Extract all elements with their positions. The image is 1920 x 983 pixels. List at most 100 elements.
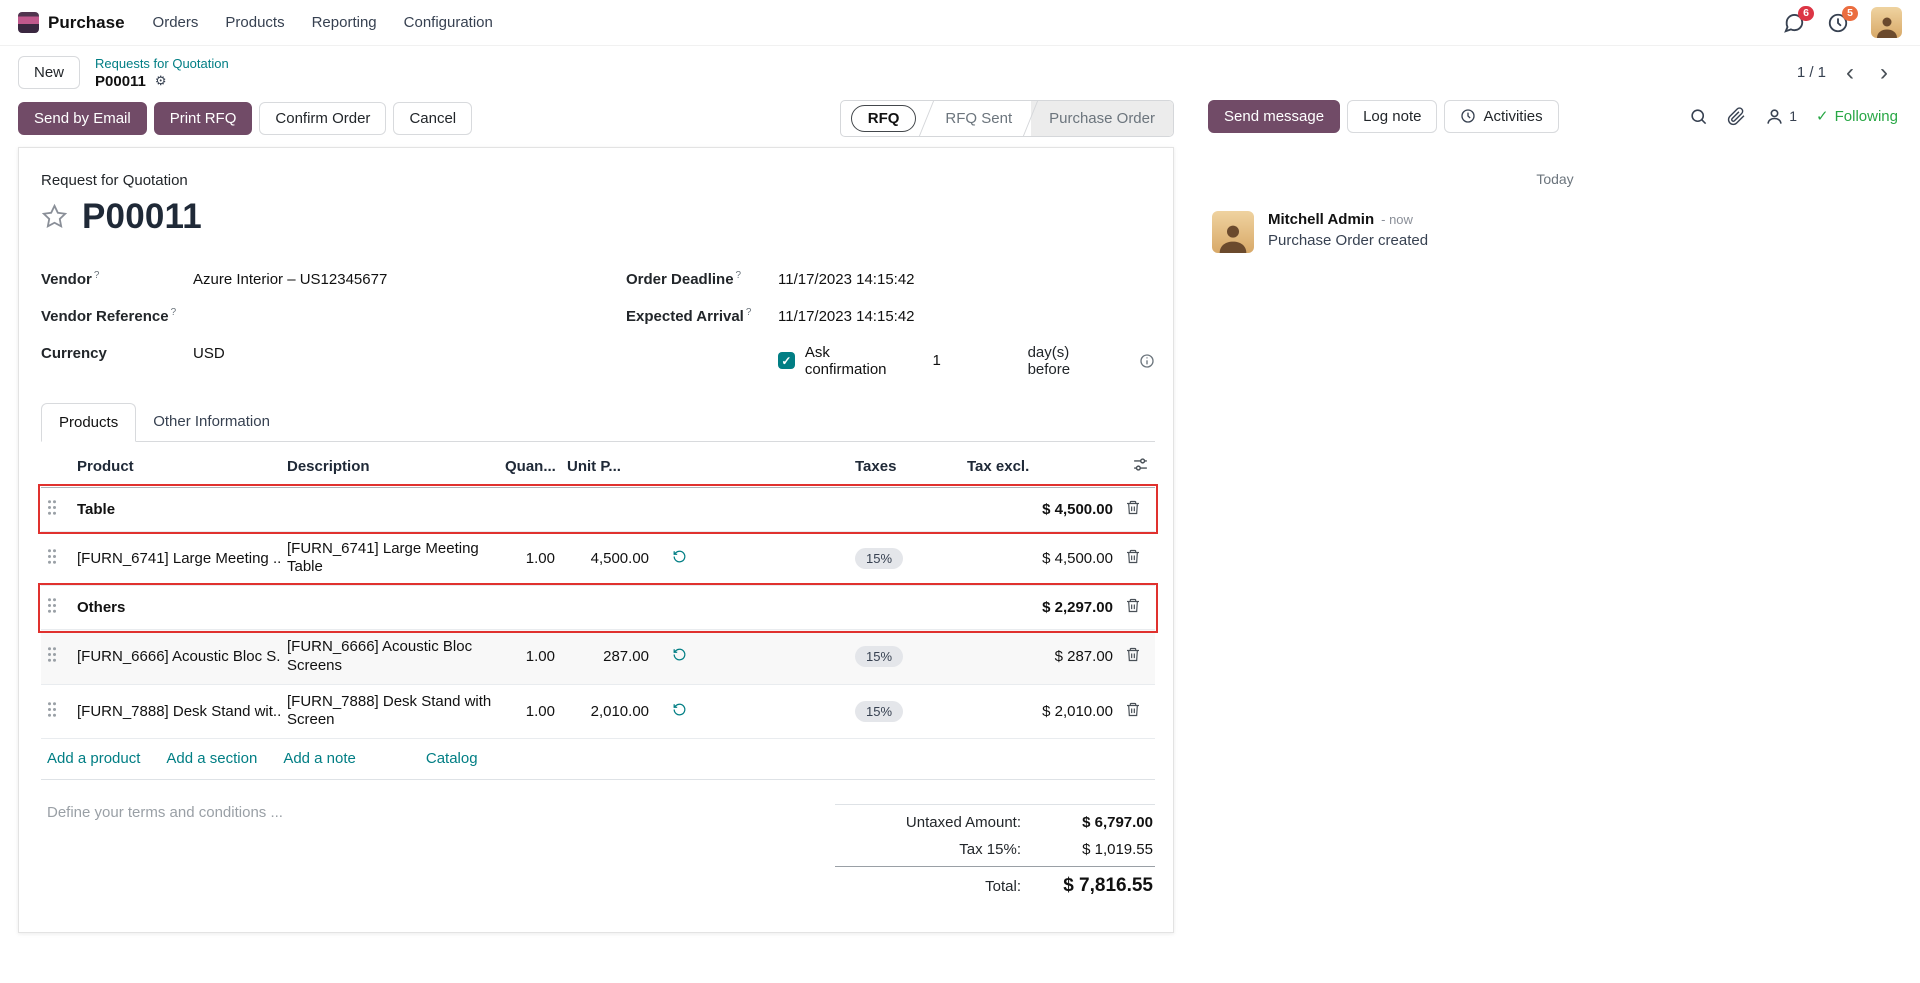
section-subtotal: $ 2,297.00 xyxy=(961,585,1119,631)
delete-row-icon[interactable] xyxy=(1125,701,1141,718)
unit-price-cell[interactable]: 2,010.00 xyxy=(561,684,655,740)
action-gear-icon[interactable]: ⚙ xyxy=(154,73,167,89)
col-header-unit-price[interactable]: Unit P... xyxy=(561,445,655,488)
stage-rfq-sent[interactable]: RFQ Sent xyxy=(945,109,1013,127)
price-history-icon[interactable] xyxy=(672,647,687,662)
expected-arrival-value[interactable]: 11/17/2023 14:15:42 xyxy=(778,307,915,325)
delete-row-icon[interactable] xyxy=(1125,548,1141,565)
taxes-cell[interactable]: 15% xyxy=(849,629,961,685)
pager-previous-icon[interactable]: ‹ xyxy=(1846,58,1854,86)
add-a-note-link[interactable]: Add a note xyxy=(283,750,356,768)
drag-handle-icon[interactable] xyxy=(47,646,57,663)
message-author-avatar[interactable] xyxy=(1212,210,1254,253)
section-name[interactable]: Others xyxy=(71,585,961,631)
col-header-subtotal[interactable]: Tax excl. xyxy=(961,445,1119,488)
message-author[interactable]: Mitchell Admin xyxy=(1268,210,1375,228)
stage-rfq[interactable]: RFQ xyxy=(841,101,927,136)
quantity-cell[interactable]: 1.00 xyxy=(499,684,561,740)
col-header-product[interactable]: Product xyxy=(71,445,281,488)
optional-columns-icon[interactable] xyxy=(1132,456,1149,473)
delete-row-icon[interactable] xyxy=(1125,499,1141,516)
price-history-icon[interactable] xyxy=(672,702,687,717)
col-header-taxes[interactable]: Taxes xyxy=(849,445,961,488)
following-button[interactable]: ✓ Following xyxy=(1816,107,1898,126)
add-a-product-link[interactable]: Add a product xyxy=(47,750,141,768)
field-vendor-reference: Vendor Reference? xyxy=(41,307,177,326)
confirm-days-input[interactable]: 1 xyxy=(932,352,941,370)
quantity-cell[interactable]: 1.00 xyxy=(499,531,561,587)
activities-button[interactable]: Activities xyxy=(1444,99,1559,133)
tab-products[interactable]: Products xyxy=(41,402,137,442)
section-row-others[interactable]: Others $ 2,297.00 xyxy=(38,582,1158,633)
col-header-quantity[interactable]: Quan... xyxy=(499,445,561,488)
search-messages-icon[interactable] xyxy=(1689,107,1708,126)
subtotal-cell: $ 2,010.00 xyxy=(961,684,1119,740)
send-message-button[interactable]: Send message xyxy=(1208,99,1341,133)
tax-value: $ 1,019.55 xyxy=(1082,841,1153,859)
menu-reporting[interactable]: Reporting xyxy=(311,14,377,31)
product-cell[interactable]: [FURN_7888] Desk Stand wit... xyxy=(71,684,281,740)
section-row-table[interactable]: Table $ 4,500.00 xyxy=(38,484,1158,535)
tab-other-information[interactable]: Other Information xyxy=(153,412,270,430)
delete-row-icon[interactable] xyxy=(1125,597,1141,614)
user-avatar[interactable] xyxy=(1871,7,1902,38)
confirm-order-button[interactable]: Confirm Order xyxy=(259,101,387,135)
app-name[interactable]: Purchase xyxy=(48,12,125,32)
price-history-icon[interactable] xyxy=(672,549,687,564)
order-deadline-value[interactable]: 11/17/2023 14:15:42 xyxy=(778,270,915,288)
cancel-button[interactable]: Cancel xyxy=(393,101,473,135)
quantity-cell[interactable]: 1.00 xyxy=(499,629,561,685)
terms-and-conditions-input[interactable]: Define your terms and conditions ... xyxy=(47,804,283,822)
description-cell[interactable]: [FURN_6666] Acoustic Bloc Screens xyxy=(281,629,499,685)
main-menu: Orders Products Reporting Configuration xyxy=(153,14,493,31)
attachment-icon[interactable] xyxy=(1727,107,1746,126)
menu-orders[interactable]: Orders xyxy=(152,14,199,31)
app-logo-icon[interactable] xyxy=(18,12,39,33)
section-name[interactable]: Table xyxy=(71,487,961,532)
message-time: - now xyxy=(1381,211,1413,227)
chatter-message: Mitchell Admin - now Purchase Order crea… xyxy=(1208,210,1902,253)
favorite-star-icon[interactable] xyxy=(41,203,68,230)
messages-icon[interactable]: 6 xyxy=(1783,5,1814,34)
drag-handle-icon[interactable] xyxy=(47,597,57,614)
field-grid: Vendor? Azure Interior – US12345677 Vend… xyxy=(41,261,1155,387)
description-cell[interactable]: [FURN_6741] Large Meeting Table xyxy=(281,531,499,587)
pager-next-icon[interactable]: › xyxy=(1880,58,1888,86)
followers-button[interactable]: 1 xyxy=(1765,107,1797,126)
subtotal-cell: $ 287.00 xyxy=(961,629,1119,685)
product-row-furn-7888[interactable]: [FURN_7888] Desk Stand wit... [FURN_7888… xyxy=(41,684,1155,740)
menu-products[interactable]: Products xyxy=(225,14,285,31)
vendor-value[interactable]: Azure Interior – US12345677 xyxy=(193,270,388,288)
product-row-furn-6666[interactable]: [FURN_6666] Acoustic Bloc S... [FURN_666… xyxy=(41,629,1155,685)
drag-handle-icon[interactable] xyxy=(47,499,57,516)
stage-purchase-order[interactable]: Purchase Order xyxy=(1031,100,1173,136)
log-note-button[interactable]: Log note xyxy=(1347,99,1438,133)
send-by-email-button[interactable]: Send by Email xyxy=(18,101,147,135)
unit-price-cell[interactable]: 4,500.00 xyxy=(561,531,655,587)
drag-handle-icon[interactable] xyxy=(47,548,57,565)
currency-value[interactable]: USD xyxy=(193,344,225,362)
product-row-furn-6741[interactable]: [FURN_6741] Large Meeting ... [FURN_6741… xyxy=(41,531,1155,587)
new-button[interactable]: New xyxy=(18,56,81,90)
print-rfq-button[interactable]: Print RFQ xyxy=(153,101,253,135)
message-body: Purchase Order created xyxy=(1268,231,1429,249)
delete-row-icon[interactable] xyxy=(1125,646,1141,663)
control-panel-breadcrumb-row: New Requests for Quotation P00011 ⚙ 1 / … xyxy=(0,46,1920,96)
menu-configuration[interactable]: Configuration xyxy=(403,14,493,31)
activities-icon[interactable]: 5 xyxy=(1827,5,1858,34)
ask-confirmation-checkbox[interactable]: ✓ xyxy=(778,352,795,370)
taxes-cell[interactable]: 15% xyxy=(849,531,961,587)
product-cell[interactable]: [FURN_6741] Large Meeting ... xyxy=(71,531,281,587)
catalog-link[interactable]: Catalog xyxy=(425,750,478,768)
breadcrumb-parent-link[interactable]: Requests for Quotation xyxy=(95,56,229,71)
unit-price-cell[interactable]: 287.00 xyxy=(561,629,655,685)
drag-handle-icon[interactable] xyxy=(47,701,57,718)
add-a-section-link[interactable]: Add a section xyxy=(166,750,258,768)
product-cell[interactable]: [FURN_6666] Acoustic Bloc S... xyxy=(71,629,281,685)
help-icon: ? xyxy=(93,270,100,282)
tax-row: Tax 15%: $ 1,019.55 xyxy=(959,841,1153,859)
description-cell[interactable]: [FURN_7888] Desk Stand with Screen xyxy=(281,684,499,740)
taxes-cell[interactable]: 15% xyxy=(849,684,961,740)
col-header-description[interactable]: Description xyxy=(281,445,499,488)
field-ask-confirmation: ✓ Ask confirmation 1 day(s) before xyxy=(626,335,1155,387)
